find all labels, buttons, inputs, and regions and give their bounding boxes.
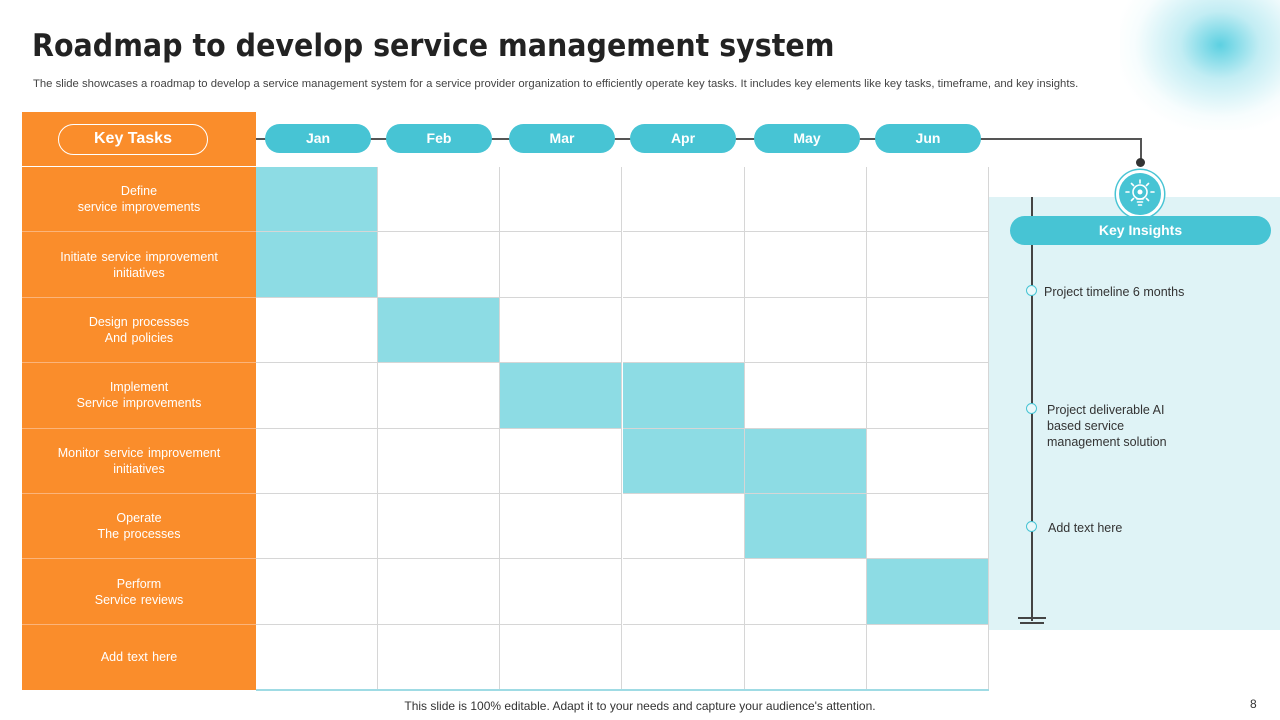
task-label: Implement Service improvements [76, 380, 202, 411]
schedule-cell-active [744, 493, 867, 560]
timeline-connector-drop [1140, 138, 1142, 162]
task-row: Perform Service reviews [22, 559, 256, 625]
schedule-cell [622, 167, 745, 233]
schedule-cell [378, 363, 501, 429]
schedule-cell [866, 493, 989, 560]
schedule-grid [256, 167, 989, 690]
timeline-connector-dot [1136, 158, 1145, 167]
key-tasks-column: Key Tasks Define service improvements In… [22, 112, 256, 690]
schedule-cell [622, 493, 745, 560]
schedule-cell [256, 428, 379, 494]
task-row: Define service improvements [22, 167, 256, 233]
key-tasks-pill: Key Tasks [58, 124, 208, 155]
task-row: Operate The processes [22, 494, 256, 560]
schedule-cell [256, 559, 379, 625]
schedule-cell [378, 624, 501, 690]
schedule-cell [378, 428, 501, 494]
key-insights-panel [989, 197, 1280, 630]
insight-bullet [1026, 285, 1037, 296]
key-tasks-header: Key Tasks [22, 112, 256, 167]
schedule-cell [744, 624, 867, 690]
schedule-cell [256, 624, 379, 690]
insight-text: Project timeline 6 months [1044, 285, 1185, 299]
schedule-cell [744, 297, 867, 364]
timeline-end-mark [1020, 622, 1044, 624]
schedule-cell-active [256, 232, 379, 298]
task-row: Add text here [22, 625, 256, 690]
month-pill-may: May [754, 124, 860, 153]
decorative-glow [1120, 0, 1280, 130]
task-label: Perform Service reviews [94, 576, 184, 607]
schedule-cell [744, 559, 867, 625]
schedule-cell-active [866, 559, 989, 625]
schedule-cell [866, 428, 989, 494]
schedule-cell [500, 493, 623, 560]
schedule-cell-active [622, 428, 745, 494]
month-pill-feb: Feb [386, 124, 492, 153]
schedule-cell [500, 167, 623, 233]
insight-text: Add text here [1048, 521, 1123, 535]
schedule-cell [500, 559, 623, 625]
task-label: Define service improvements [77, 184, 201, 215]
schedule-cell [866, 297, 989, 364]
timeline-end-mark [1018, 617, 1046, 619]
page-subtitle: The slide showcases a roadmap to develop… [33, 78, 1079, 90]
schedule-cell-active [622, 363, 745, 429]
month-pill-apr: Apr [630, 124, 736, 153]
schedule-cell-active [378, 297, 501, 364]
page-number: 8 [1250, 697, 1257, 711]
task-row: Implement Service improvements [22, 363, 256, 429]
schedule-cell [500, 232, 623, 298]
schedule-cell [622, 297, 745, 364]
insight-bullet [1026, 403, 1037, 414]
page-title: Roadmap to develop service management sy… [32, 28, 835, 64]
schedule-cell [622, 624, 745, 690]
task-row: Initiate service improvement initiatives [22, 232, 256, 298]
lightbulb-icon [1125, 179, 1155, 206]
schedule-cell-active [500, 363, 623, 429]
schedule-cell [622, 559, 745, 625]
schedule-cell [256, 363, 379, 429]
schedule-cell [744, 232, 867, 298]
schedule-cell [866, 232, 989, 298]
schedule-cell [622, 232, 745, 298]
schedule-cell [866, 167, 989, 233]
task-label: Operate The processes [97, 511, 181, 542]
schedule-cell-active [256, 167, 379, 233]
schedule-cell [866, 624, 989, 690]
schedule-cell [256, 493, 379, 560]
grid-bottom-rule [256, 689, 989, 691]
month-pill-jan: Jan [265, 124, 371, 153]
footer-text: This slide is 100% editable. Adapt it to… [404, 699, 876, 713]
task-label: Monitor service improvement initiatives [57, 445, 221, 476]
task-row: Monitor service improvement initiatives [22, 429, 256, 494]
schedule-cell [744, 363, 867, 429]
schedule-cell [378, 232, 501, 298]
insight-bullet [1026, 521, 1037, 532]
task-label: Design processes And policies [88, 314, 190, 345]
insight-text: Project deliverable AI based service man… [1047, 403, 1167, 449]
schedule-cell [500, 297, 623, 364]
lightbulb-gear-icon [1116, 170, 1164, 218]
schedule-cell-active [744, 428, 867, 494]
task-label: Add text here [100, 650, 178, 665]
schedule-cell [378, 559, 501, 625]
schedule-cell [256, 297, 379, 364]
schedule-cell [500, 428, 623, 494]
key-insights-header: Key Insights [1010, 216, 1271, 245]
footer-note: This slide is 100% editable. Adapt it to… [0, 699, 1280, 713]
schedule-cell [500, 624, 623, 690]
schedule-cell [378, 167, 501, 233]
month-pill-jun: Jun [875, 124, 981, 153]
task-label: Initiate service improvement initiatives [60, 249, 218, 280]
month-pill-mar: Mar [509, 124, 615, 153]
task-row: Design processes And policies [22, 298, 256, 364]
schedule-cell [866, 363, 989, 429]
schedule-cell [744, 167, 867, 233]
schedule-cell [378, 493, 501, 560]
